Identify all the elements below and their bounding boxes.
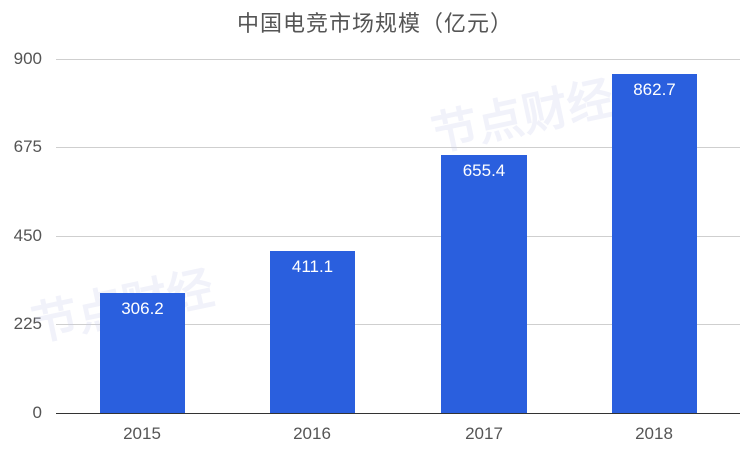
y-tick-label: 675 <box>13 137 42 156</box>
bar-value-label: 411.1 <box>291 257 334 277</box>
y-tick-label: 900 <box>13 49 42 68</box>
y-tick-label: 0 <box>32 403 42 422</box>
bar-value-label: 306.2 <box>121 298 164 318</box>
gridline-225 <box>56 324 740 325</box>
y-tick-label: 450 <box>13 226 42 245</box>
bar-2015: 306.2 <box>100 292 185 413</box>
bar-value-label: 862.7 <box>633 79 676 99</box>
x-tick-label: 2015 <box>123 424 161 443</box>
watermark-logo: 节点财经 <box>427 70 619 162</box>
bar-value-label: 655.4 <box>462 161 506 181</box>
x-tick-label: 2017 <box>465 424 503 443</box>
x-tick-label: 2016 <box>293 424 331 443</box>
x-axis-line <box>56 413 740 414</box>
gridline-450 <box>56 236 740 237</box>
chart-title: 中国电竞市场规模（亿元） <box>236 12 513 37</box>
bar-2017: 655.4 <box>441 155 527 413</box>
gridline-900 <box>56 59 740 60</box>
y-tick-label: 225 <box>13 314 42 333</box>
bar-2016: 411.1 <box>270 251 355 413</box>
x-tick-label: 2018 <box>635 424 673 443</box>
bar-2018: 862.7 <box>612 73 697 413</box>
gridline-675 <box>56 147 740 148</box>
